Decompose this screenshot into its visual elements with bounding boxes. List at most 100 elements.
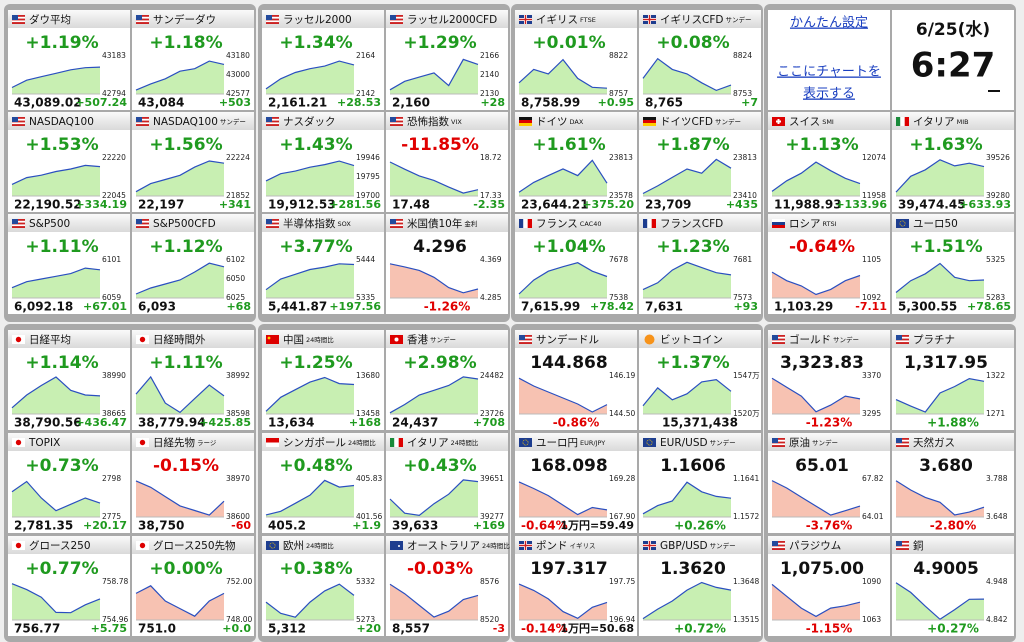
quote-tile[interactable]: フランスCFD +1.23% 7681 7573 7,631 +93 <box>639 214 761 314</box>
foot-price: 38,779.94 <box>138 416 206 430</box>
chart-area <box>772 378 860 414</box>
quote-tile[interactable]: 日経時間外 +1.11% 38992 38598 38,779.94+425.85 <box>132 330 254 430</box>
axis-label: 1.1572 <box>733 512 759 521</box>
axis-label: 2775 <box>102 512 121 521</box>
quote-tile[interactable]: EUR/USD サンデー 1.1606 1.1641 1.1572 +0.26% <box>639 433 761 533</box>
tile-name: イタリア <box>407 437 449 449</box>
axis-label: 758.78 <box>102 577 128 586</box>
quote-tile[interactable]: 原油 サンデー 65.01 67.82 64.01 -3.76% <box>768 433 890 533</box>
foot-change: +375.20 <box>582 198 634 211</box>
quote-tile[interactable]: 欧州 24時間比 +0.38% 5332 5273 5,312 +20 <box>262 536 384 636</box>
quote-tile[interactable]: TOPIX +0.73% 2798 2775 2,781.35 +20.17 <box>8 433 130 533</box>
chart-area <box>643 159 731 196</box>
foot-value: +0.27% <box>927 622 979 636</box>
flag <box>522 439 529 446</box>
chart-area <box>390 479 478 517</box>
quote-tile[interactable]: 天然ガス 3.680 3.788 3.648 -2.80% <box>892 433 1014 533</box>
quote-tile[interactable]: NASDAQ100 +1.53% 22220 22045 22,190.52+334.1… <box>8 112 130 212</box>
axis-label: 8576 <box>480 577 499 586</box>
flag <box>390 219 396 224</box>
chart-line <box>518 377 608 413</box>
foot-change: 1万円=59.49 <box>560 519 634 532</box>
tile-header <box>386 330 508 348</box>
axis-label: 1520万 <box>733 409 760 418</box>
tile-name: サンデーダウ <box>153 13 216 26</box>
quote-tile[interactable]: 恐怖指数 VIX -11.85%18.72 17.33 17.48 -2.35 <box>386 112 508 212</box>
quote-tile[interactable]: シンガポール 24時間比 +0.48% 405.83 401.56 405.2 +1.9 <box>262 433 384 533</box>
quote-tile[interactable]: イタリア 24時間比 +0.43% 39651 39277 39,633 +169 <box>386 433 508 533</box>
flag <box>398 438 403 447</box>
headline: +1.53% <box>25 135 98 155</box>
chart-link[interactable]: ここにチャートを <box>777 65 881 80</box>
headline: -0.64% <box>789 237 855 257</box>
tile-header <box>768 433 890 451</box>
foot-change: +281.56 <box>329 198 381 211</box>
flag <box>519 120 532 123</box>
quote-tile[interactable]: グロース250 +0.77% 758.78 754.96 756.77 +5.75 <box>8 536 130 636</box>
foot-change: +334.19 <box>75 198 127 211</box>
quote-tile[interactable]: ナスダック +1.43% 19946 19795 19700 19,912.53+281.… <box>262 112 384 212</box>
chart-line <box>11 480 101 512</box>
headline: +1.43% <box>279 135 352 155</box>
quote-tile[interactable]: ドイツCFD サンデー +1.87% 23813 23410 23,709 +435 <box>639 112 761 212</box>
quote-tile[interactable]: NASDAQ100 サンデー +1.56% 22224 21852 22,197 +341 <box>132 112 254 212</box>
axis-label: 13680 <box>356 371 380 380</box>
axis-label: 7573 <box>733 293 752 302</box>
quote-tile[interactable]: 中国 24時間比 +1.25% 13680 13458 13,634 +168 <box>262 330 384 430</box>
foot-price: 38,790.56 <box>14 416 82 430</box>
axis-label: 2798 <box>102 474 121 483</box>
quote-tile[interactable]: 日経平均 +1.14% 38990 38665 38,790.56+436.47 <box>8 330 130 430</box>
quote-tile[interactable]: S&P500CFD +1.12% 6102 6050 6025 6,093 +68 <box>132 214 254 314</box>
quote-tile[interactable]: 香港 サンデー +2.98% 24482 23726 24,437 +708 <box>386 330 508 430</box>
tile-tag: 24時間比 <box>306 335 334 344</box>
headline: +1.04% <box>532 237 605 257</box>
axis-label: 5335 <box>356 293 375 302</box>
quote-tile[interactable]: ユーロ50 +1.51% 5325 5283 5,300.55 +78.65 <box>892 214 1014 314</box>
quote-tile[interactable]: グロース250先物 +0.00% 752.00 748.00 751.0 +0.0 <box>132 536 254 636</box>
flag <box>651 219 656 228</box>
quote-tile[interactable]: ラッセル2000 +1.34% 2164 2142 2,161.21 +28.53 <box>262 10 384 110</box>
flag <box>896 117 901 126</box>
quote-tile[interactable]: イギリスCFD サンデー +0.08% 8824 8753 8,765 +7 <box>639 10 761 110</box>
quote-tile[interactable]: フランス CAC40 +1.04% 7678 7538 7,615.99 +78.42 <box>515 214 637 314</box>
quote-tile[interactable]: GBP/USD サンデー 1.3620 1.3648 1.3515 +0.72% <box>639 536 761 636</box>
quote-tile[interactable]: イタリア MIB +1.63% 39526 39280 39,474.45+633.93 <box>892 112 1014 212</box>
quote-tile[interactable]: ロシア RTSI -0.64% 1105 1092 1,103.29 -7.11 <box>768 214 890 314</box>
chart-area <box>643 482 731 517</box>
quote-tile[interactable]: ドイツ DAX +1.61% 23813 23578 23,644.21+375.20 <box>515 112 637 212</box>
foot-price: 7,631 <box>645 300 683 314</box>
flag <box>266 442 279 447</box>
quote-tile[interactable]: 半導体指数 SOX +3.77% 5444 5335 5,441.87 +197.56 <box>262 214 384 314</box>
axis-label: 23410 <box>733 191 757 200</box>
flag <box>390 124 403 126</box>
quote-tile[interactable]: 米国債10年 金利 4.296 4.369 4.285 -1.26% <box>386 214 508 314</box>
flag <box>136 18 149 21</box>
settings-link[interactable]: かんたん設定 <box>790 15 868 31</box>
chart-line <box>642 481 732 515</box>
quote-tile[interactable]: イギリス FTSE +0.01% 8822 8757 8,758.99 +0.95 <box>515 10 637 110</box>
quote-tile[interactable]: サンデーダウ +1.18% 43180 43000 42577 43,084 +503 <box>132 10 254 110</box>
tile-header <box>892 536 1014 554</box>
quote-tile[interactable]: ラッセル2000CFD +1.29% 2166 2140 2130 2,160 +28 <box>386 10 508 110</box>
quote-tile[interactable]: スイス SMI +1.13% 12074 11958 11,988.93+133.96 <box>768 112 890 212</box>
quote-tile[interactable]: 銅 4.9005 4.948 4.842 +0.27% <box>892 536 1014 636</box>
quote-tile[interactable]: ダウ平均 +1.19% 43183 42794 43,089.02+507.24 <box>8 10 130 110</box>
flag <box>896 219 909 228</box>
foot-price: 5,312 <box>268 622 306 636</box>
flag <box>390 541 403 550</box>
chart-area <box>136 585 224 620</box>
quote-tile[interactable]: S&P500 +1.11% 6101 6059 6,092.18 +67.01 <box>8 214 130 314</box>
axis-label: 1547万 <box>733 371 760 380</box>
quote-tile[interactable]: オーストラリア 24時間比 -0.03% 8576 8520 8,557 -3 <box>386 536 510 636</box>
foot-change: +7 <box>741 96 758 109</box>
quote-tile[interactable]: 日経先物 ラージ -0.15% 38970 38600 38,750 -60 <box>132 433 254 533</box>
flag <box>643 544 656 547</box>
chart-link[interactable]: 表示する <box>803 87 855 102</box>
